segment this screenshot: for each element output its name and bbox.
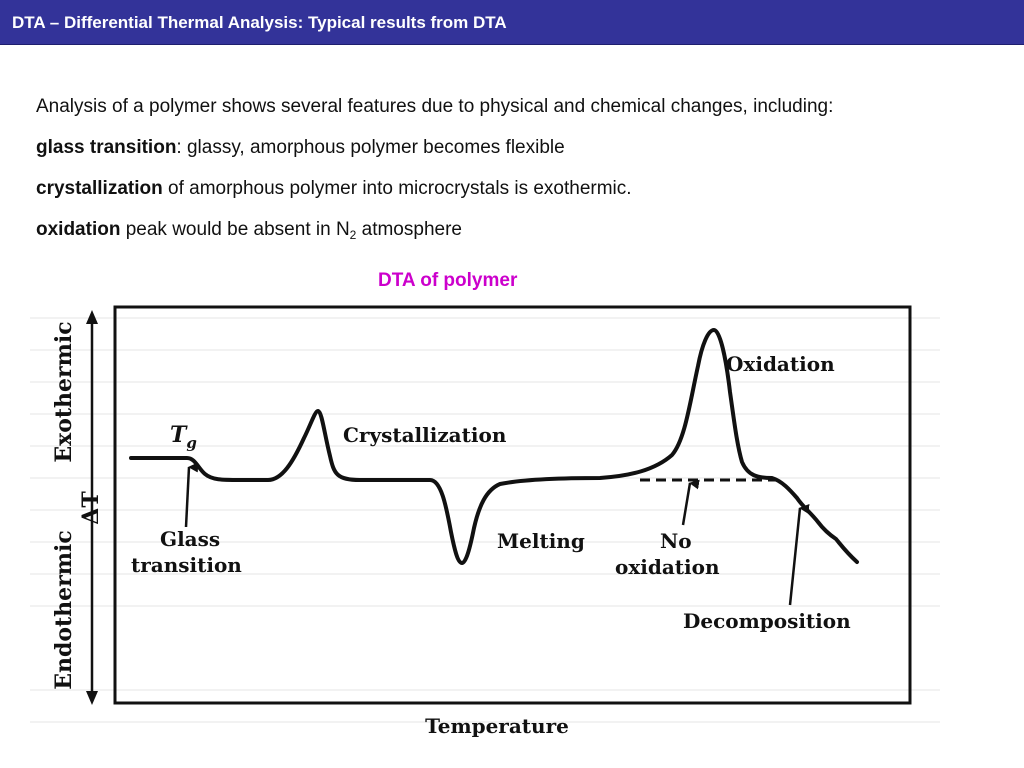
tg-label: Tg bbox=[170, 422, 197, 452]
crystallization-label: Crystallization bbox=[343, 423, 507, 447]
item-text: of amorphous polymer into microcrystals … bbox=[168, 178, 632, 199]
title-bar: DTA – Differential Thermal Analysis: Typ… bbox=[0, 0, 1024, 45]
glass-transition-arrow bbox=[184, 462, 199, 528]
item-oxidation: oxidation peak would be absent in N2 atm… bbox=[36, 219, 462, 241]
no-oxidation-arrow bbox=[681, 479, 700, 526]
decomposition-label: Decomposition bbox=[683, 609, 851, 633]
item-crystallization: crystallization of amorphous polymer int… bbox=[36, 178, 632, 200]
oxidation-label: Oxidation bbox=[726, 352, 835, 376]
item-term: oxidation bbox=[36, 219, 121, 240]
transition-label: transition bbox=[131, 553, 242, 577]
delta-t-label: ΔT bbox=[78, 491, 104, 525]
subscript-2: 2 bbox=[349, 228, 357, 242]
melting-label: Melting bbox=[497, 529, 585, 553]
item-glass-transition: glass transition: glassy, amorphous poly… bbox=[36, 137, 565, 159]
plot-frame bbox=[113, 305, 912, 705]
intro-text: Analysis of a polymer shows several feat… bbox=[36, 96, 834, 117]
item-text: glassy, amorphous polymer becomes flexib… bbox=[186, 137, 565, 158]
exothermic-label: Exothermic bbox=[51, 321, 77, 462]
temperature-label: Temperature bbox=[425, 714, 569, 738]
item-separator: : bbox=[176, 137, 187, 158]
item-term: glass transition bbox=[36, 137, 177, 158]
oxidation-no-label: oxidation bbox=[615, 555, 720, 579]
no-label: No bbox=[660, 529, 692, 553]
pointer-arrows bbox=[184, 462, 810, 606]
item-text-after: atmosphere bbox=[356, 219, 462, 240]
item-term: crystallization bbox=[36, 178, 163, 199]
figure-caption: DTA of polymer bbox=[378, 270, 518, 291]
delta-t-axis-arrow bbox=[86, 310, 98, 705]
glass-label: Glass bbox=[160, 527, 220, 551]
dta-curve bbox=[129, 328, 859, 565]
slide-title: DTA – Differential Thermal Analysis: Typ… bbox=[12, 13, 507, 32]
endothermic-label: Endothermic bbox=[51, 530, 77, 690]
decomposition-arrow bbox=[788, 503, 810, 606]
background-texture bbox=[30, 317, 940, 723]
item-text: peak would be absent in N bbox=[125, 219, 350, 240]
